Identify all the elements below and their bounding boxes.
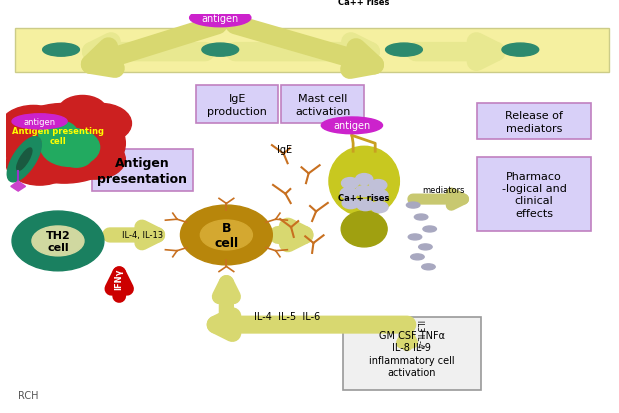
Text: IL-4  IL-5  IL-6: IL-4 IL-5 IL-6 <box>254 312 321 322</box>
FancyBboxPatch shape <box>477 104 591 140</box>
Ellipse shape <box>43 44 79 57</box>
Text: antigen: antigen <box>24 118 56 126</box>
FancyBboxPatch shape <box>477 158 591 231</box>
Circle shape <box>371 190 388 201</box>
Circle shape <box>342 198 359 209</box>
Circle shape <box>38 121 77 147</box>
Ellipse shape <box>418 244 432 250</box>
Text: IgE
production: IgE production <box>207 94 267 116</box>
Circle shape <box>6 142 73 186</box>
Text: Pharmaco
-logical and
clinical
effects: Pharmaco -logical and clinical effects <box>501 171 566 218</box>
Ellipse shape <box>32 226 84 256</box>
Ellipse shape <box>407 203 420 209</box>
FancyBboxPatch shape <box>343 317 480 390</box>
Circle shape <box>0 124 46 156</box>
Ellipse shape <box>189 10 251 28</box>
Ellipse shape <box>386 44 422 57</box>
Text: RCH: RCH <box>18 390 38 400</box>
Text: Antigen
presentation: Antigen presentation <box>97 156 187 185</box>
Circle shape <box>357 200 374 211</box>
Text: B
cell: B cell <box>214 221 238 249</box>
Ellipse shape <box>422 264 435 270</box>
Ellipse shape <box>321 118 383 134</box>
Text: Release of
mediators: Release of mediators <box>505 111 563 133</box>
Circle shape <box>0 106 67 150</box>
Text: mediators: mediators <box>423 185 465 195</box>
Ellipse shape <box>423 226 436 233</box>
Text: TH2
cell: TH2 cell <box>46 230 71 252</box>
Text: IL-4, IL-13: IL-4, IL-13 <box>122 230 163 239</box>
Circle shape <box>181 206 272 265</box>
Circle shape <box>41 129 100 167</box>
Ellipse shape <box>201 221 253 250</box>
Ellipse shape <box>502 44 539 57</box>
FancyBboxPatch shape <box>196 86 279 124</box>
Circle shape <box>340 188 357 199</box>
Text: Mast cell
activation: Mast cell activation <box>295 94 350 116</box>
FancyBboxPatch shape <box>15 28 609 72</box>
Circle shape <box>371 202 388 213</box>
Circle shape <box>58 96 107 128</box>
Circle shape <box>64 140 125 180</box>
FancyBboxPatch shape <box>282 86 364 124</box>
Text: Antigen presenting
cell: Antigen presenting cell <box>12 126 104 146</box>
Ellipse shape <box>341 211 387 247</box>
Circle shape <box>355 186 373 197</box>
Ellipse shape <box>409 235 422 240</box>
Circle shape <box>355 174 373 185</box>
FancyBboxPatch shape <box>92 150 193 192</box>
Ellipse shape <box>414 214 428 221</box>
Polygon shape <box>11 182 25 192</box>
Text: Ca++ rises: Ca++ rises <box>339 193 390 202</box>
Text: antigen: antigen <box>333 121 371 131</box>
Text: antigen: antigen <box>202 14 239 24</box>
Text: Ca++ rises: Ca++ rises <box>339 0 390 7</box>
Text: IgE: IgE <box>277 145 292 155</box>
Circle shape <box>370 180 387 191</box>
Text: GM CSF TNFα
IL-8 IL-9
inflammatory cell
activation: GM CSF TNFα IL-8 IL-9 inflammatory cell … <box>369 330 454 377</box>
Circle shape <box>12 211 104 271</box>
Ellipse shape <box>410 254 424 260</box>
Ellipse shape <box>17 149 32 171</box>
Circle shape <box>70 104 131 144</box>
Ellipse shape <box>202 44 239 57</box>
Ellipse shape <box>7 137 41 183</box>
Circle shape <box>342 178 358 189</box>
Circle shape <box>61 148 92 168</box>
Ellipse shape <box>329 147 399 216</box>
Text: IL3 IL-4: IL3 IL-4 <box>415 319 424 347</box>
Text: IFNγ: IFNγ <box>115 268 124 290</box>
Ellipse shape <box>12 114 67 130</box>
Circle shape <box>3 104 125 184</box>
